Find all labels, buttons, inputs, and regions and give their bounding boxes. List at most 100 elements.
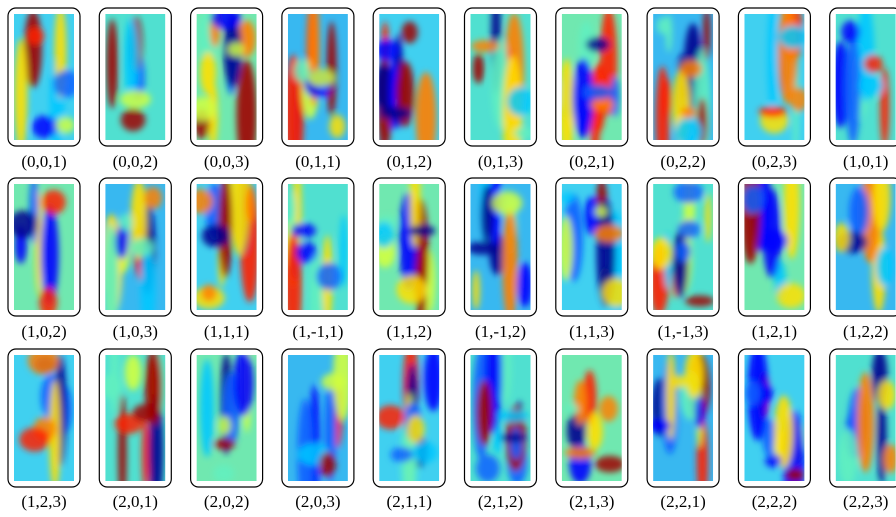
heatmap-blob	[765, 454, 781, 467]
heatmap-stripe	[110, 333, 119, 414]
heatmap-stripe	[416, 72, 437, 163]
heatmap-blob	[565, 404, 579, 414]
heatmap-blob	[498, 410, 528, 423]
filter-panel: (1,1,3)	[556, 177, 631, 341]
heatmap-blob	[375, 40, 400, 61]
heatmap-blob	[672, 375, 686, 388]
filter-panel: (1,-1,1)	[282, 162, 354, 342]
heatmap-blob	[32, 115, 58, 138]
heatmap	[836, 349, 896, 485]
heatmap-stripe	[14, 39, 27, 152]
heatmap	[833, 165, 895, 313]
panel-label: (2,0,1)	[113, 492, 158, 511]
panel-label: (0,2,3)	[752, 152, 797, 171]
panel-label: (1,2,2)	[843, 322, 888, 341]
panel-label: (1,0,2)	[21, 322, 66, 341]
heatmap	[9, 175, 74, 317]
heatmap-blob	[599, 396, 618, 421]
filter-panel: (1,1,2)	[373, 149, 445, 348]
heatmap-blob	[507, 87, 534, 116]
heatmap-blob	[296, 242, 316, 264]
heatmap	[831, 2, 895, 148]
heatmap	[471, 0, 534, 174]
filter-panel: (2,2,2)	[738, 337, 810, 516]
panel-label: (1,-1,2)	[475, 322, 526, 341]
heatmap-blob	[685, 296, 715, 307]
heatmap	[649, 168, 714, 314]
panel-label: (1,-1,3)	[658, 322, 709, 341]
heatmap-stripe	[880, 67, 889, 148]
heatmap	[284, 0, 348, 174]
filter-panel: (0,1,2)	[373, 8, 445, 171]
figure: (0,0,1)(0,0,2)(0,0,3)(0,1,1)(0,1,2)(0,1,…	[0, 0, 896, 517]
panel-label: (1,0,3)	[113, 322, 158, 341]
heatmap	[559, 177, 630, 315]
heatmap-stripe	[857, 372, 874, 472]
filter-panel: (2,2,3)	[830, 349, 896, 511]
heatmap-blob	[294, 59, 309, 82]
heatmap-blob	[374, 222, 394, 248]
heatmap-stripe	[477, 380, 492, 445]
heatmap-blob	[777, 283, 806, 308]
heatmap	[105, 14, 165, 140]
heatmap-blob	[679, 60, 702, 78]
heatmap	[562, 355, 625, 484]
filter-panel: (0,2,2)	[647, 7, 719, 171]
heatmap-stripe	[510, 427, 523, 460]
panel-label: (2,1,2)	[478, 492, 523, 511]
heatmap-stripe	[672, 231, 688, 298]
heatmap-blob	[121, 108, 146, 131]
heatmap-blob	[213, 465, 234, 483]
filter-panel: (1,2,2)	[830, 165, 896, 341]
heatmap-stripe	[233, 350, 254, 416]
heatmap-blob	[761, 229, 788, 252]
heatmap-blob	[758, 106, 787, 117]
heatmap-blob	[467, 242, 498, 255]
filter-panel: (0,0,3)	[190, 7, 262, 171]
heatmap-blob	[321, 373, 345, 391]
heatmap-stripe	[200, 359, 214, 457]
heatmap-stripe	[574, 380, 586, 425]
heatmap-blob	[743, 185, 764, 214]
heatmap-blob	[39, 287, 57, 317]
panel-label: (2,2,1)	[660, 492, 705, 511]
filter-panel: (1,-1,2)	[465, 156, 537, 341]
filter-panel: (1,0,2)	[8, 175, 80, 341]
heatmap-stripe	[778, 1, 798, 104]
heatmap-blob	[131, 238, 154, 257]
heatmap-stripe	[587, 412, 603, 449]
heatmap-stripe	[106, 19, 118, 109]
heatmap	[374, 149, 440, 348]
heatmap-stripe	[502, 207, 517, 322]
heatmap-stripe	[327, 21, 337, 116]
panel-label: (1,1,1)	[204, 322, 249, 341]
heatmap	[741, 150, 806, 310]
heatmap-blob	[100, 374, 122, 399]
heatmap-stripe	[695, 397, 704, 429]
heatmap-blob	[213, 439, 235, 450]
heatmap-blob	[681, 107, 696, 118]
heatmap	[647, 330, 713, 504]
filter-panel: (1,0,1)	[830, 2, 896, 171]
heatmap-blob	[56, 117, 75, 134]
panel-label: (2,0,2)	[204, 492, 249, 511]
panel-label: (0,0,3)	[204, 152, 249, 171]
heatmap-stripe	[838, 429, 857, 485]
filter-panel: (1,2,1)	[738, 150, 810, 340]
panel-label: (2,1,3)	[569, 492, 614, 511]
heatmap-stripe	[424, 347, 443, 412]
heatmap-stripe	[559, 216, 573, 281]
heatmap-blob	[379, 107, 410, 120]
heatmap-blob	[144, 187, 162, 209]
panel-label: (1,0,1)	[843, 152, 888, 171]
heatmap-blob	[515, 127, 534, 139]
heatmap-stripe	[140, 247, 155, 333]
heatmap-blob	[190, 97, 216, 121]
heatmap-stripe	[703, 7, 710, 61]
heatmap-blob	[565, 447, 596, 459]
heatmap-blob	[647, 419, 671, 433]
heatmap	[288, 331, 353, 513]
heatmap-blob	[119, 214, 132, 231]
heatmap	[467, 156, 533, 322]
heatmap-blob	[53, 70, 80, 98]
